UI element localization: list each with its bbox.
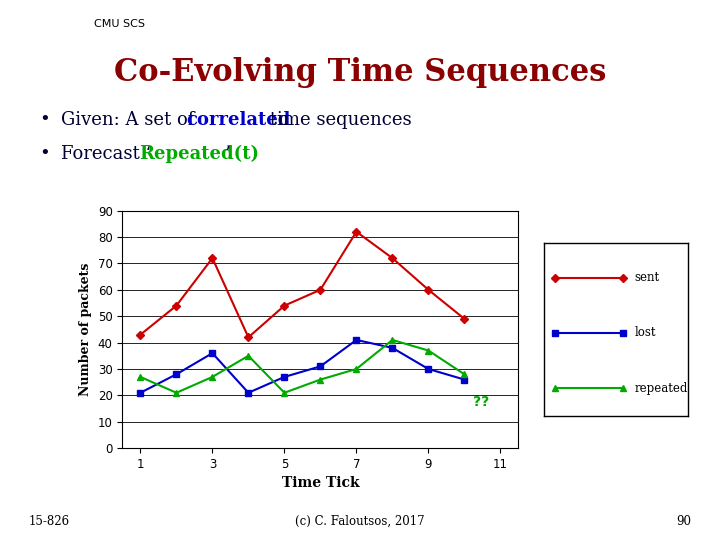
sent [208,255,217,261]
repeated [424,347,433,354]
Text: repeated: repeated [634,382,688,395]
sent [424,287,433,293]
Text: Co-Evolving Time Sequences: Co-Evolving Time Sequences [114,57,606,89]
repeated [460,371,469,377]
Text: correlated: correlated [186,111,290,129]
Text: (c) C. Faloutsos, 2017: (c) C. Faloutsos, 2017 [295,515,425,528]
Line: repeated: repeated [137,336,468,396]
lost [352,337,361,343]
lost [280,374,289,380]
repeated [352,366,361,372]
Text: 15-826: 15-826 [29,515,70,528]
lost [460,376,469,383]
repeated [280,389,289,396]
Line: sent: sent [138,228,467,340]
Y-axis label: Number of packets: Number of packets [79,263,92,396]
repeated [244,353,253,359]
repeated [316,376,325,383]
lost [388,345,397,351]
lost [244,389,253,396]
sent [388,255,397,261]
sent [244,334,253,341]
repeated [172,389,181,396]
repeated [208,374,217,380]
Text: sent: sent [634,271,660,284]
Text: Repeated(t): Repeated(t) [139,145,259,163]
Text: lost: lost [634,326,656,339]
repeated [136,374,145,380]
Text: •: • [40,111,50,129]
sent [280,302,289,309]
repeated [388,337,397,343]
Text: Forecast ‘: Forecast ‘ [61,145,151,163]
Text: Given: A set of: Given: A set of [61,111,200,129]
X-axis label: Time Tick: Time Tick [282,476,359,490]
lost [172,371,181,377]
sent [172,302,181,309]
Text: ’: ’ [225,145,231,163]
Text: CMU SCS: CMU SCS [94,19,145,29]
Text: 90: 90 [676,515,691,528]
lost [424,366,433,372]
sent [460,315,469,322]
sent [352,228,361,235]
Text: time sequences: time sequences [264,111,412,129]
sent [136,332,145,338]
sent [316,287,325,293]
Line: lost: lost [138,337,467,396]
lost [208,350,217,356]
lost [136,389,145,396]
Text: •: • [40,145,50,163]
lost [316,363,325,369]
Text: ??: ?? [474,395,490,409]
